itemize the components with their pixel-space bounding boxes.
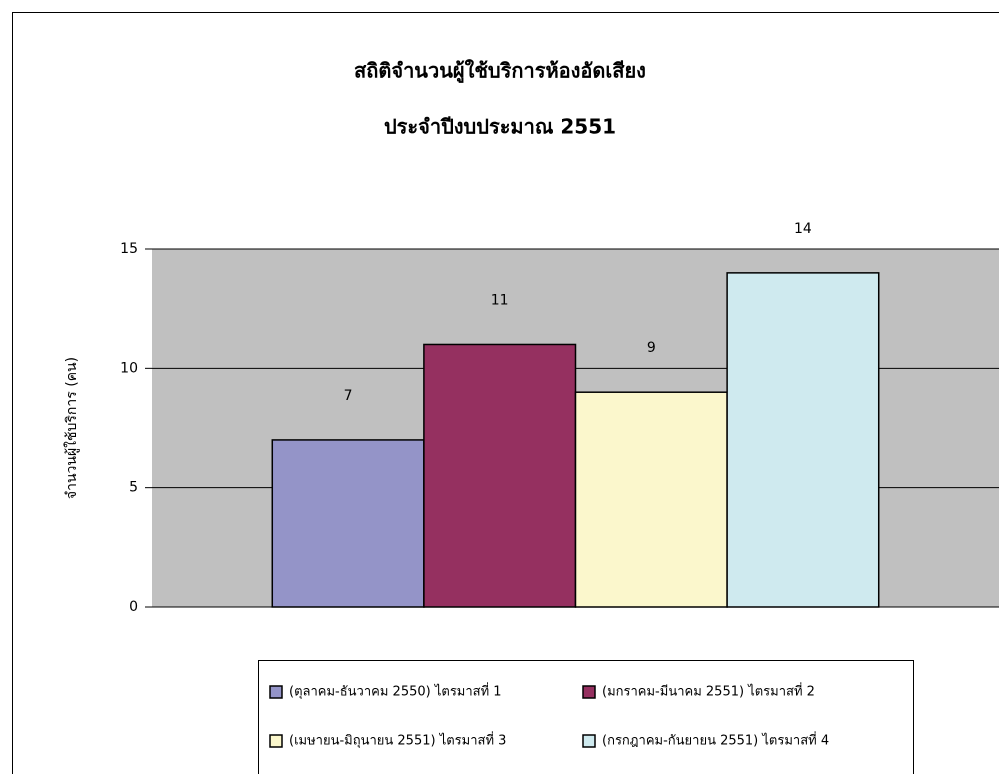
bar	[423, 343, 577, 608]
y-axis-title: จำนวนผู้ใช้บริการ (คน)	[63, 357, 80, 499]
legend-label: (ตุลาคม-ธันวาคม 2550) ไตรมาสที่ 1	[289, 683, 502, 700]
legend-swatch	[582, 734, 596, 748]
y-tick-label: 15	[120, 241, 138, 257]
plot-area: 0 5 10 15 7 11 9 14	[120, 221, 999, 615]
data-label: 9	[647, 340, 656, 356]
legend-box	[258, 660, 914, 774]
data-label: 14	[794, 221, 812, 237]
legend-swatch	[269, 685, 283, 699]
legend-swatch	[269, 734, 283, 748]
bar	[726, 272, 880, 608]
y-tick-label: 5	[129, 480, 138, 496]
bar	[574, 391, 728, 608]
chart-subtitle: ประจำปีงบประมาณ 2551	[384, 115, 616, 139]
legend-label: (มกราคม-มีนาคม 2551) ไตรมาสที่ 2	[602, 683, 815, 700]
data-label: 7	[344, 388, 353, 404]
y-tick-label: 10	[120, 360, 138, 376]
y-tick-label: 0	[129, 599, 138, 615]
data-label: 11	[491, 292, 509, 308]
bar	[271, 439, 425, 608]
chart-title: สถิติจำนวนผู้ใช้บริการห้องอัดเสียง	[354, 59, 646, 85]
legend-swatch	[582, 685, 596, 699]
legend-label: (กรกฎาคม-กันยายน 2551) ไตรมาสที่ 4	[602, 732, 829, 749]
legend-label: (เมษายน-มิถุนายน 2551) ไตรมาสที่ 3	[289, 732, 506, 749]
legend: (ตุลาคม-ธันวาคม 2550) ไตรมาสที่ 1 (มกราคม…	[269, 683, 829, 749]
